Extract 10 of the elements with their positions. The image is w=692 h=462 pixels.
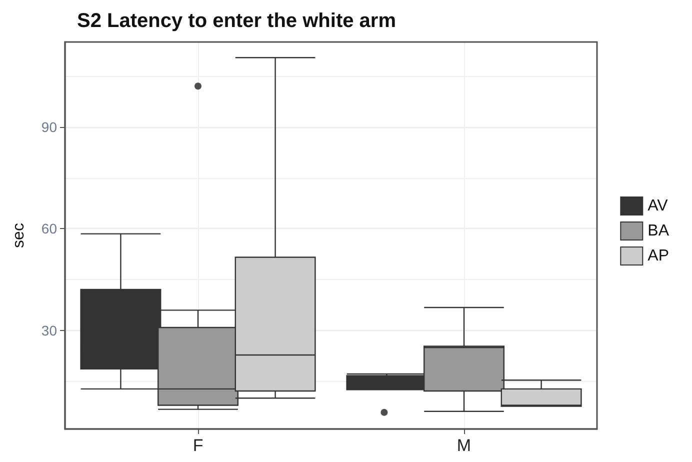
- x-tick-label: F: [192, 436, 204, 455]
- y-tick-label: 60: [41, 220, 58, 237]
- legend-label: BA: [648, 222, 670, 240]
- legend-label: AV: [648, 198, 668, 214]
- y-tick-label: 30: [41, 322, 58, 339]
- chart-title: S2 Latency to enter the white arm: [77, 10, 396, 32]
- legend-label: AP: [648, 248, 669, 264]
- y-tick-label: 90: [41, 118, 58, 135]
- x-tick-label: M: [456, 436, 472, 455]
- y-axis-title: sec: [10, 223, 28, 248]
